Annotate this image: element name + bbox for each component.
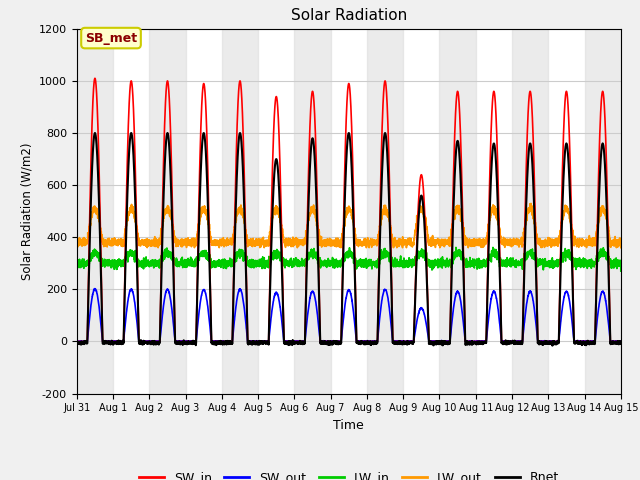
Rnet xyxy=(548,343,556,348)
LW_out xyxy=(502,238,509,244)
LW_out xyxy=(329,241,337,247)
Rnet xyxy=(91,130,99,136)
Bar xyxy=(512,29,548,394)
SW_in xyxy=(171,316,179,322)
SW_out xyxy=(441,338,449,344)
Bar xyxy=(294,29,331,394)
LW_in xyxy=(171,257,179,263)
SW_in xyxy=(616,338,624,344)
Rnet xyxy=(171,321,179,326)
SW_out xyxy=(329,338,337,344)
SW_out xyxy=(617,338,625,344)
LW_in xyxy=(440,263,448,268)
Bar xyxy=(584,29,621,394)
Rnet xyxy=(616,339,624,345)
LW_in xyxy=(502,257,509,263)
Line: LW_in: LW_in xyxy=(77,247,621,271)
Text: SB_met: SB_met xyxy=(85,32,137,45)
Legend: SW_in, SW_out, LW_in, LW_out, Rnet: SW_in, SW_out, LW_in, LW_out, Rnet xyxy=(134,467,564,480)
Bar xyxy=(222,29,258,394)
Rnet xyxy=(329,340,337,346)
Title: Solar Radiation: Solar Radiation xyxy=(291,9,407,24)
SW_in xyxy=(502,338,509,344)
LW_out xyxy=(527,201,535,206)
SW_out xyxy=(502,338,509,344)
SW_out xyxy=(471,338,479,344)
LW_in xyxy=(471,261,479,267)
Bar xyxy=(77,29,113,394)
LW_out xyxy=(471,236,479,242)
SW_in xyxy=(329,338,337,344)
Bar xyxy=(149,29,186,394)
Line: SW_out: SW_out xyxy=(77,288,621,341)
LW_in xyxy=(452,244,460,250)
LW_in xyxy=(617,268,625,274)
SW_in xyxy=(91,75,99,81)
LW_out xyxy=(171,233,179,239)
Line: Rnet: Rnet xyxy=(77,133,621,346)
Rnet xyxy=(617,338,625,344)
Rnet xyxy=(502,341,509,347)
Line: SW_in: SW_in xyxy=(77,78,621,341)
LW_in xyxy=(73,261,81,266)
SW_in xyxy=(441,338,449,344)
SW_out xyxy=(73,338,81,344)
SW_in xyxy=(617,338,625,344)
LW_in xyxy=(616,263,624,268)
X-axis label: Time: Time xyxy=(333,419,364,432)
SW_out xyxy=(171,336,179,341)
Bar xyxy=(367,29,403,394)
Rnet xyxy=(73,339,81,345)
Line: LW_out: LW_out xyxy=(77,204,621,248)
LW_out xyxy=(73,241,81,247)
SW_in xyxy=(471,338,479,344)
Rnet xyxy=(471,340,479,346)
Rnet xyxy=(441,341,449,347)
LW_out xyxy=(617,245,625,251)
SW_out xyxy=(73,338,81,344)
SW_in xyxy=(73,338,81,344)
LW_out xyxy=(441,242,449,248)
Y-axis label: Solar Radiation (W/m2): Solar Radiation (W/m2) xyxy=(20,143,33,280)
LW_out xyxy=(616,238,624,243)
LW_in xyxy=(328,262,336,268)
SW_out xyxy=(92,286,99,291)
Bar xyxy=(440,29,476,394)
SW_out xyxy=(616,338,624,344)
LW_out xyxy=(154,245,162,251)
